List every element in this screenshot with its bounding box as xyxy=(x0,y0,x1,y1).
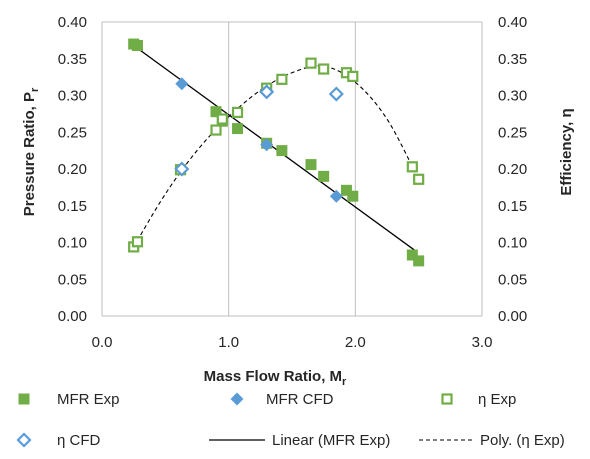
mfr-cfd-point xyxy=(260,138,274,152)
mfr-exp-point xyxy=(305,159,317,171)
legend-label: MFR CFD xyxy=(266,391,334,408)
-exp-point xyxy=(347,70,359,82)
legend-item-poly-exp: Poly. (η Exp) xyxy=(419,432,565,449)
legend-swatch xyxy=(441,393,453,405)
-cfd-point xyxy=(328,86,344,102)
-exp-point xyxy=(231,106,244,119)
y-right-tick-label: 0.00 xyxy=(498,308,527,325)
axes xyxy=(102,21,482,317)
-exp-point xyxy=(318,63,330,75)
y-right-tick-label: 0.10 xyxy=(498,235,527,252)
-exp-point xyxy=(406,161,418,173)
poly-eta-exp-line xyxy=(133,65,420,248)
legend-item-exp: η Exp xyxy=(441,391,516,408)
mfr-exp-point xyxy=(318,170,330,182)
y-left-tick-label: 0.25 xyxy=(58,124,87,141)
legend-swatch xyxy=(16,432,32,448)
legend-label: η Exp xyxy=(478,391,516,408)
mfr-exp-point xyxy=(276,145,288,157)
y-left-tick-label: 0.05 xyxy=(58,271,87,288)
data-marks xyxy=(128,38,425,267)
y-right-tick-label: 0.30 xyxy=(498,88,527,105)
legend-label: Poly. (η Exp) xyxy=(480,432,565,449)
y-right-tick-label: 0.25 xyxy=(498,124,527,141)
legend: MFR Exp MFR CFD η Exp η CFD Linear (MFR Exp)… xyxy=(16,391,565,449)
-cfd-point xyxy=(259,84,275,100)
x-tick-label: 3.0 xyxy=(472,334,493,351)
tick-labels: 0.0 1.0 2.0 3.0 0.00 0.05 0.10 0.15 0.20 0.25 0.30… xyxy=(58,14,527,351)
-exp-point xyxy=(210,124,222,136)
mfr-exp-point xyxy=(210,106,222,118)
y-axis-right-title: Efficiency, η xyxy=(558,108,575,195)
-exp-point xyxy=(216,113,228,125)
y-right-tick-label: 0.20 xyxy=(498,161,527,178)
linear-mfr-exp-line xyxy=(133,44,417,252)
legend-label: MFR Exp xyxy=(57,391,120,408)
x-tick-label: 2.0 xyxy=(345,334,366,351)
legend-item-linear-mfr-exp: Linear (MFR Exp) xyxy=(209,432,390,449)
y-left-tick-label: 0.40 xyxy=(58,14,87,31)
mfr-exp-point xyxy=(131,40,143,52)
legend-swatch xyxy=(230,392,244,406)
mfr-exp-point xyxy=(340,184,352,196)
legend-item-cfd: η CFD xyxy=(16,432,101,449)
x-axis-title: Mass Flow Ratio, Mr xyxy=(204,368,347,388)
y-left-tick-label: 0.30 xyxy=(58,88,87,105)
y-right-tick-label: 0.15 xyxy=(498,198,527,215)
y-left-tick-label: 0.20 xyxy=(58,161,87,178)
y-left-tick-label: 0.15 xyxy=(58,198,87,215)
mfr-cfd-point xyxy=(329,189,343,203)
mfr-exp-point xyxy=(347,190,359,202)
-exp-point xyxy=(413,173,425,185)
grid xyxy=(101,22,483,316)
legend-label: Linear (MFR Exp) xyxy=(272,432,390,449)
-exp-point xyxy=(305,57,317,69)
legend-label: η CFD xyxy=(57,432,101,449)
legend-swatch xyxy=(18,393,30,405)
-exp-point xyxy=(131,236,144,248)
mfr-exp-point xyxy=(413,255,425,267)
mfr-exp-point xyxy=(232,123,244,135)
y-left-tick-label: 0.35 xyxy=(58,51,87,68)
y-right-tick-label: 0.40 xyxy=(498,14,527,31)
-exp-point xyxy=(276,73,288,85)
y-left-tick-label: 0.00 xyxy=(58,308,87,325)
y-axis-left-title: Pressure Ratio, Pr xyxy=(21,87,41,216)
mfr-cfd-point xyxy=(175,77,189,91)
-cfd-point xyxy=(174,161,190,177)
x-tick-label: 0.0 xyxy=(92,334,113,351)
legend-item-mfr-cfd: MFR CFD xyxy=(230,391,334,408)
y-right-tick-label: 0.05 xyxy=(498,271,527,288)
x-tick-label: 1.0 xyxy=(218,334,239,351)
trendlines xyxy=(133,44,420,252)
y-left-tick-label: 0.10 xyxy=(58,235,87,252)
legend-item-mfr-exp: MFR Exp xyxy=(18,391,120,408)
y-right-tick-label: 0.35 xyxy=(498,51,527,68)
mfr-exp-point xyxy=(406,249,418,261)
